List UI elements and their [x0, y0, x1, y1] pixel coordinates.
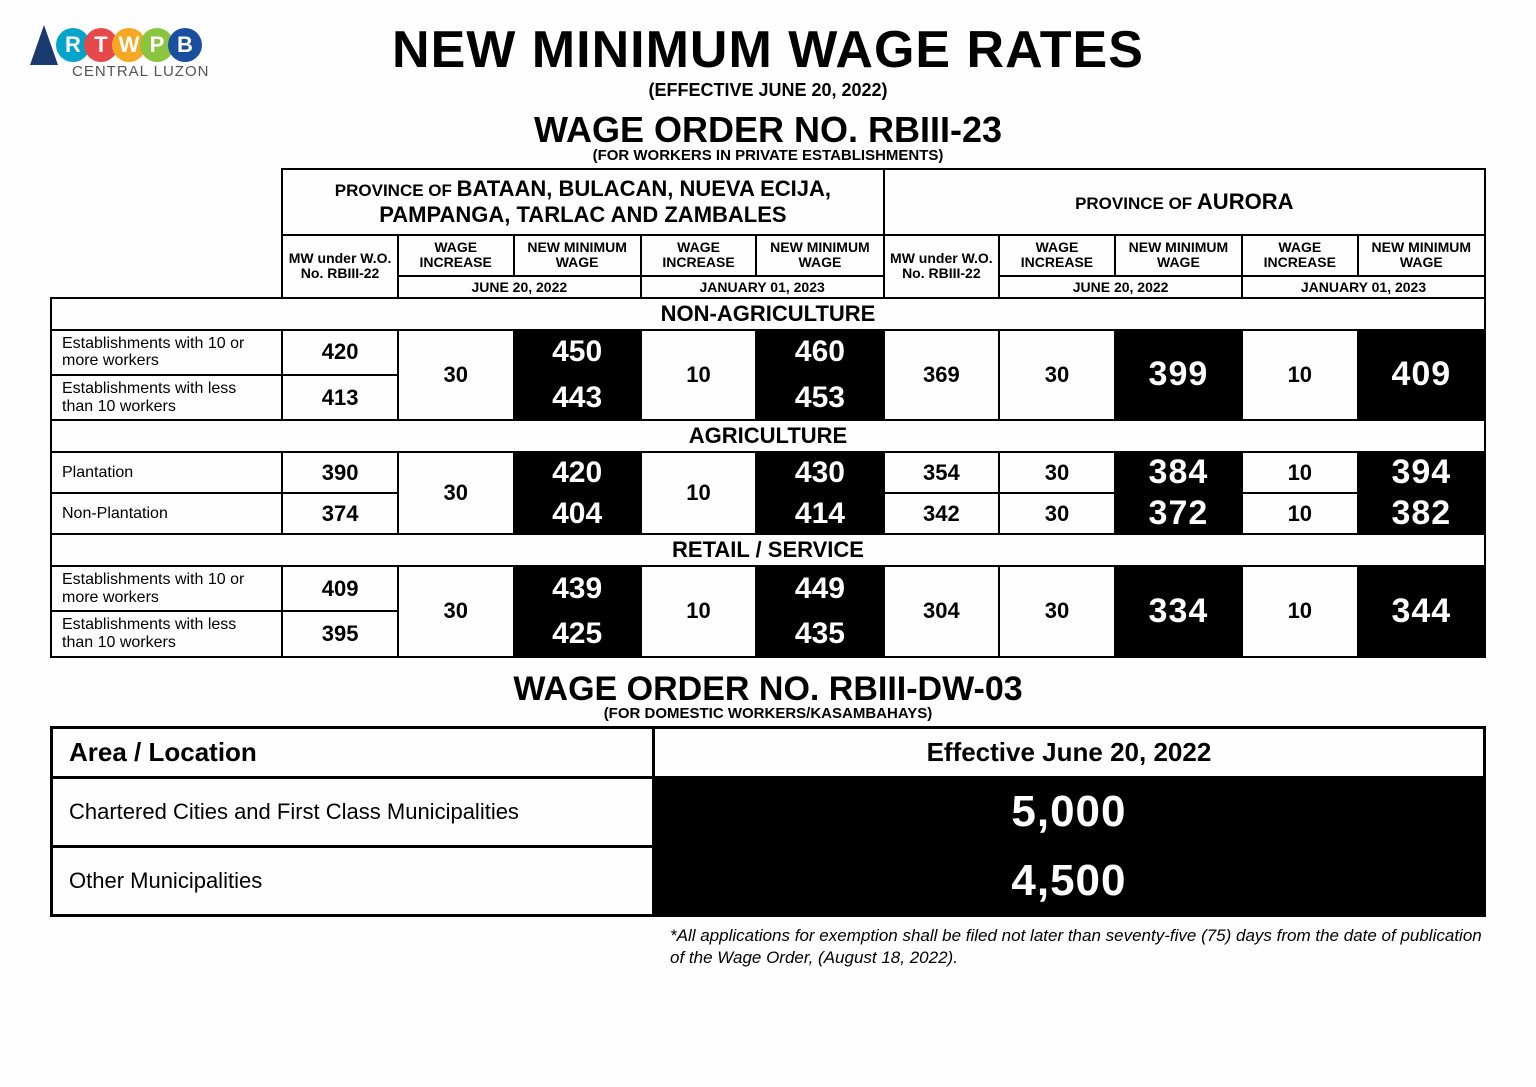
- province-a-header: PROVINCE OF BATAAN, BULACAN, NUEVA ECIJA…: [282, 169, 883, 235]
- section-retail-service: RETAIL / SERVICE: [51, 534, 1485, 566]
- province-b-name: AURORA: [1197, 189, 1294, 214]
- cell-value: 10: [1242, 566, 1358, 656]
- date-jun-2022: JUNE 20, 2022: [999, 276, 1242, 298]
- footnote: *All applications for exemption shall be…: [670, 925, 1486, 969]
- cell-value-highlight: 409: [1358, 330, 1485, 420]
- section-non-agriculture: NON-AGRICULTURE: [51, 298, 1485, 330]
- cell-value-highlight: 443: [514, 375, 641, 420]
- cell-value: 30: [398, 452, 514, 534]
- cell-value: 342: [884, 493, 1000, 534]
- cell-value-highlight: 420: [514, 452, 641, 493]
- cell-value-highlight: 414: [756, 493, 883, 534]
- cell-value-highlight: 399: [1115, 330, 1242, 420]
- row-label: Establishments with 10 or more workers: [51, 566, 282, 611]
- cell-value-highlight: 404: [514, 493, 641, 534]
- cell-value: 354: [884, 452, 1000, 493]
- cell-value: 30: [398, 566, 514, 656]
- cell-value: 30: [999, 330, 1115, 420]
- col-new-mw: NEW MINIMUM WAGE: [1115, 235, 1242, 276]
- page-title: NEW MINIMUM WAGE RATES: [50, 20, 1486, 80]
- wage-table: PROVINCE OF BATAAN, BULACAN, NUEVA ECIJA…: [50, 168, 1486, 658]
- cell-value-highlight: 430: [756, 452, 883, 493]
- dw-row-value: 5,000: [653, 777, 1484, 846]
- cell-value: 304: [884, 566, 1000, 656]
- dw-wage-order-subtitle: (FOR DOMESTIC WORKERS/KASAMBAHAYS): [50, 705, 1486, 722]
- cell-value-highlight: 453: [756, 375, 883, 420]
- cell-value-highlight: 460: [756, 330, 883, 375]
- col-wage-inc: WAGE INCREASE: [641, 235, 757, 276]
- date-jan-2023: JANUARY 01, 2023: [641, 276, 884, 298]
- logo: R T W P B CENTRAL LUZON: [30, 25, 209, 80]
- cell-value: 369: [884, 330, 1000, 420]
- cell-value: 409: [282, 566, 398, 611]
- col-new-mw: NEW MINIMUM WAGE: [1358, 235, 1485, 276]
- dw-col-area: Area / Location: [52, 727, 654, 777]
- cell-value: 10: [1242, 452, 1358, 493]
- cell-value-highlight: 372: [1115, 493, 1242, 534]
- logo-triangle-icon: [30, 25, 58, 65]
- wage-order-title: WAGE ORDER NO. RBIII-23: [50, 109, 1486, 151]
- cell-value-highlight: 382: [1358, 493, 1485, 534]
- dw-row-label: Other Municipalities: [52, 846, 654, 915]
- date-jun-2022: JUNE 20, 2022: [398, 276, 641, 298]
- cell-value-highlight: 384: [1115, 452, 1242, 493]
- col-mw-under: MW under W.O. No. RBIII-22: [282, 235, 398, 298]
- table-row: Plantation 390 30 420 10 430 354 30 384 …: [51, 452, 1485, 493]
- wage-order-subtitle: (FOR WORKERS IN PRIVATE ESTABLISHMENTS): [50, 147, 1486, 164]
- row-label: Establishments with less than 10 workers: [51, 375, 282, 420]
- table-row: Establishments with 10 or more workers 4…: [51, 330, 1485, 375]
- row-label: Establishments with 10 or more workers: [51, 330, 282, 375]
- date-jan-2023: JANUARY 01, 2023: [1242, 276, 1485, 298]
- cell-value: 10: [1242, 493, 1358, 534]
- cell-value: 395: [282, 611, 398, 656]
- section-agriculture: AGRICULTURE: [51, 420, 1485, 452]
- cell-value: 10: [641, 330, 757, 420]
- cell-value: 30: [999, 566, 1115, 656]
- row-label: Non-Plantation: [51, 493, 282, 534]
- document-header: NEW MINIMUM WAGE RATES (EFFECTIVE JUNE 2…: [50, 20, 1486, 164]
- table-row: Establishments with 10 or more workers 4…: [51, 566, 1485, 611]
- table-row: Other Municipalities 4,500: [52, 846, 1485, 915]
- cell-value: 390: [282, 452, 398, 493]
- cell-value-highlight: 334: [1115, 566, 1242, 656]
- cell-value-highlight: 344: [1358, 566, 1485, 656]
- dw-wage-order-title: WAGE ORDER NO. RBIII-DW-03: [50, 670, 1486, 709]
- cell-value-highlight: 439: [514, 566, 641, 611]
- province-prefix: PROVINCE OF: [1075, 194, 1197, 213]
- cell-value-highlight: 394: [1358, 452, 1485, 493]
- table-row: Chartered Cities and First Class Municip…: [52, 777, 1485, 846]
- col-wage-inc: WAGE INCREASE: [999, 235, 1115, 276]
- cell-value: 420: [282, 330, 398, 375]
- cell-value: 30: [999, 493, 1115, 534]
- col-wage-inc: WAGE INCREASE: [398, 235, 514, 276]
- cell-value-highlight: 425: [514, 611, 641, 656]
- dw-row-value: 4,500: [653, 846, 1484, 915]
- row-label: Establishments with less than 10 workers: [51, 611, 282, 656]
- cell-value: 10: [641, 566, 757, 656]
- col-wage-inc: WAGE INCREASE: [1242, 235, 1358, 276]
- col-new-mw: NEW MINIMUM WAGE: [514, 235, 641, 276]
- logo-letters: R T W P B: [62, 28, 202, 62]
- province-b-header: PROVINCE OF AURORA: [884, 169, 1485, 235]
- domestic-workers-table: Area / Location Effective June 20, 2022 …: [50, 726, 1486, 917]
- dw-row-label: Chartered Cities and First Class Municip…: [52, 777, 654, 846]
- logo-org-text: CENTRAL LUZON: [72, 63, 209, 80]
- effective-date: (EFFECTIVE JUNE 20, 2022): [50, 80, 1486, 101]
- cell-value: 30: [398, 330, 514, 420]
- cell-value: 10: [641, 452, 757, 534]
- row-label: Plantation: [51, 452, 282, 493]
- cell-value: 30: [999, 452, 1115, 493]
- cell-value-highlight: 450: [514, 330, 641, 375]
- cell-value: 413: [282, 375, 398, 420]
- col-new-mw: NEW MINIMUM WAGE: [756, 235, 883, 276]
- cell-value-highlight: 435: [756, 611, 883, 656]
- col-mw-under: MW under W.O. No. RBIII-22: [884, 235, 1000, 298]
- cell-value: 374: [282, 493, 398, 534]
- cell-value-highlight: 449: [756, 566, 883, 611]
- cell-value: 10: [1242, 330, 1358, 420]
- province-prefix: PROVINCE OF: [335, 181, 457, 200]
- dw-col-effective: Effective June 20, 2022: [653, 727, 1484, 777]
- logo-dot: B: [168, 28, 202, 62]
- table-row: Non-Plantation 374 404 414 342 30 372 10…: [51, 493, 1485, 534]
